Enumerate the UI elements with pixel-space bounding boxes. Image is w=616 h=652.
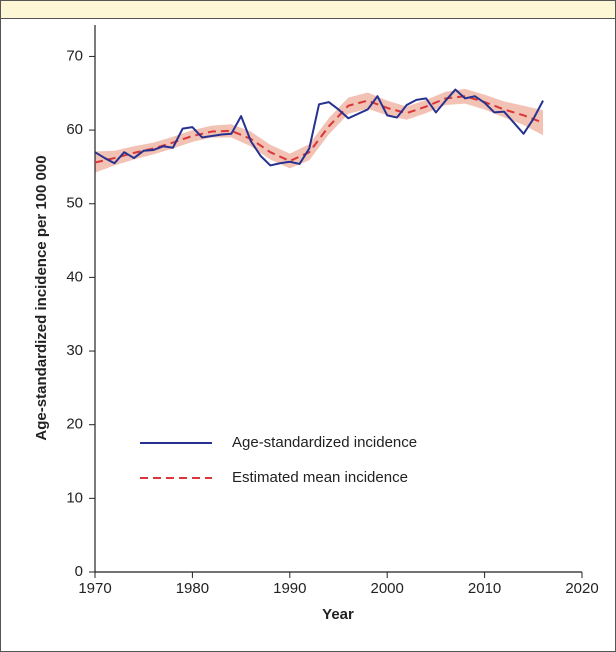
confidence-band [95, 88, 544, 173]
x-tick-label: 2000 [371, 580, 404, 597]
y-tick-label: 10 [66, 489, 83, 506]
y-tick-label: 40 [66, 268, 83, 285]
series-line [94, 88, 544, 167]
legend-label: Age-standardized incidence [232, 434, 417, 451]
header-strip [0, 0, 616, 19]
legend-label: Estimated mean incidence [232, 469, 408, 486]
x-tick-label: 1980 [176, 580, 209, 597]
y-tick-label: 30 [66, 342, 83, 359]
x-tick-label: 1970 [78, 580, 111, 597]
y-tick-label: 20 [66, 416, 83, 433]
y-tick-label: 70 [66, 47, 83, 64]
x-tick-label: 1990 [273, 580, 306, 597]
y-tick-label: 50 [66, 195, 83, 212]
plot-area: 0 10 20 30 40 50 60 70 1970 1980 1990 2000 2010 2020 A… [66, 25, 599, 597]
x-tick-label: 2010 [468, 580, 501, 597]
x-axis-title: Year [322, 606, 354, 623]
y-tick-label: 0 [75, 563, 83, 580]
y-axis-title: Age-standardized incidence per 100 000 [33, 155, 50, 440]
x-tick-label: 2020 [565, 580, 598, 597]
y-tick-label: 60 [66, 121, 83, 138]
